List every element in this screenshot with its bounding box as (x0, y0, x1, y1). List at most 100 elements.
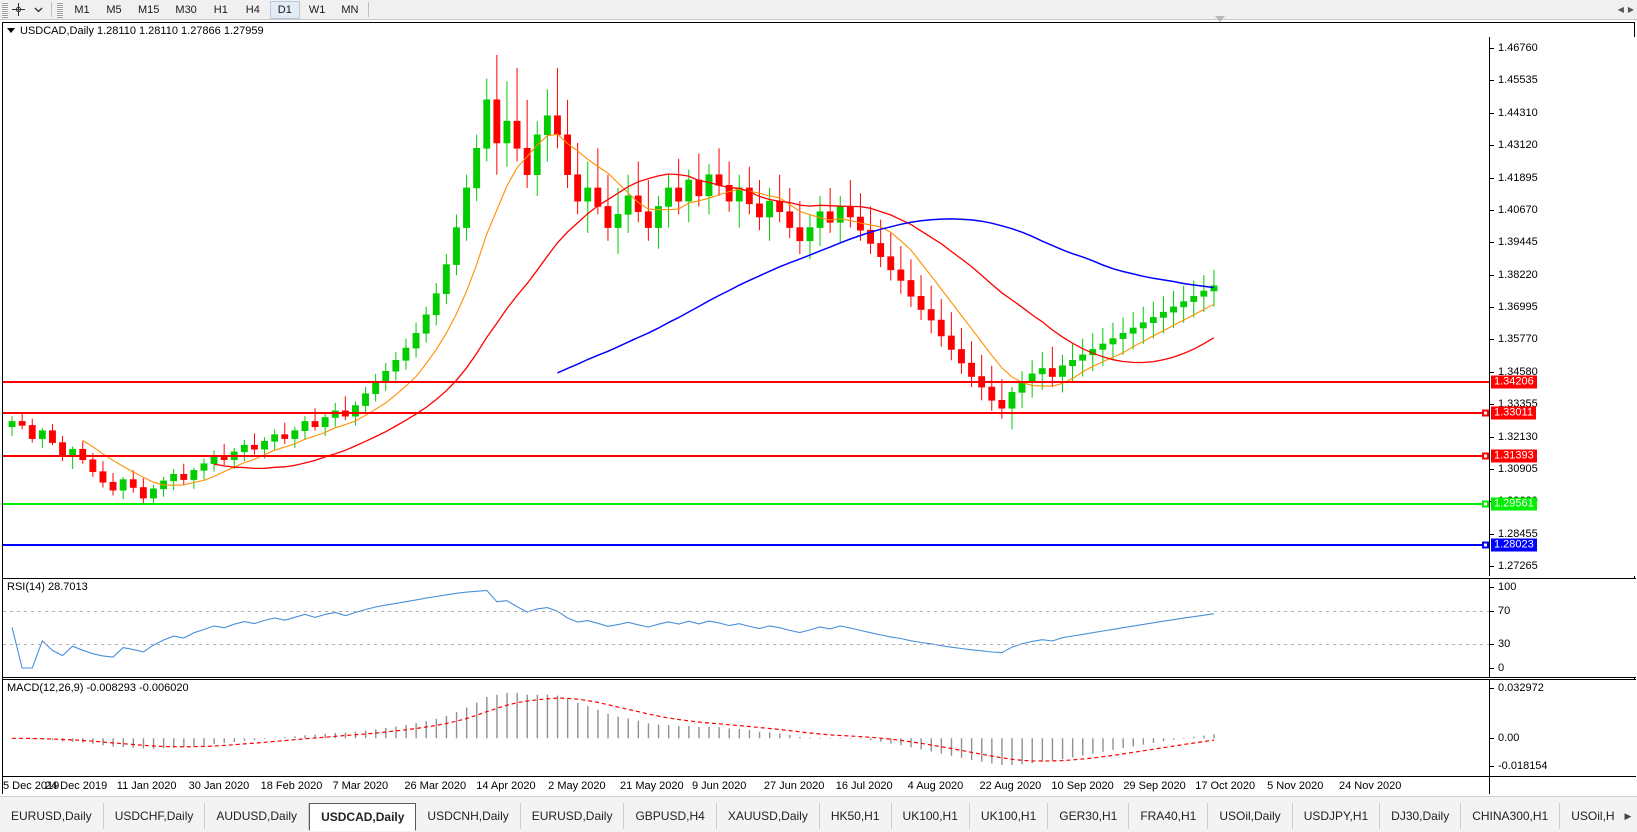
timeframe-button-h1[interactable]: H1 (213, 3, 228, 16)
chart-area[interactable]: USDCAD,Daily 1.28110 1.28110 1.27866 1.2… (2, 22, 1636, 794)
date-label: 14 Apr 2020 (476, 780, 536, 792)
chart-tab-uk100-h1[interactable]: UK100,H1 (892, 803, 970, 829)
chart-tab-usdjpy-h1[interactable]: USDJPY,H1 (1293, 803, 1381, 829)
price-tick-label: 1.30905 (1498, 462, 1538, 475)
rsi-tick (1490, 587, 1494, 588)
macd-histogram (11, 692, 1215, 766)
chart-tab-uk100-h1[interactable]: UK100,H1 (970, 803, 1049, 829)
macd-axis: 0.032972 0.00 -0.018154 (1489, 680, 1636, 776)
price-pane[interactable]: 1.46760 1.45535 1.44310 1.43120 1.41895 1.406… (3, 37, 1636, 576)
price-tag-resistance-2: 1.33011 (1491, 406, 1536, 420)
level-line-resistance-2[interactable] (3, 412, 1489, 415)
price-tick-label: 1.38220 (1498, 268, 1538, 281)
price-tick-label: 1.45535 (1498, 74, 1538, 87)
date-label: 5 Dec 2019 (3, 780, 60, 792)
rsi-tick (1490, 643, 1494, 645)
scroll-right-icon[interactable]: ▶ (1627, 5, 1634, 14)
chart-tab-usdcad-daily[interactable]: USDCAD,Daily (309, 803, 417, 831)
chevron-down-icon[interactable] (28, 1, 48, 19)
date-label: 26 Mar 2020 (404, 780, 467, 792)
price-tick (1490, 48, 1494, 49)
price-tag-support-1: 1.29561 (1491, 497, 1537, 511)
price-tick-label: 1.28455 (1498, 527, 1538, 540)
timeframe-button-m1[interactable]: M1 (74, 3, 90, 16)
chart-tab-xauusd-daily[interactable]: XAUUSD,Daily (717, 803, 820, 829)
price-tick (1490, 436, 1494, 438)
macd-pane[interactable]: MACD(12,26,9) -0.008293 -0.006020 0.0329… (3, 679, 1636, 776)
macd-tick (1490, 738, 1494, 740)
chart-tab-dj30-daily[interactable]: DJ30,Daily (1380, 803, 1462, 829)
macd-tick (1490, 766, 1494, 767)
price-tick (1490, 80, 1494, 82)
chart-tab-usdchf-daily[interactable]: USDCHF,Daily (104, 803, 206, 829)
level-line-support-2[interactable] (3, 544, 1489, 547)
timeframe-button-m5[interactable]: M5 (106, 3, 122, 16)
rsi-tick-label: 70 (1498, 605, 1511, 618)
price-tick (1490, 371, 1494, 373)
macd-plot-area (3, 680, 1489, 776)
date-label: 21 May 2020 (620, 780, 684, 792)
timeframe-button-m15[interactable]: M15 (138, 3, 160, 16)
toolbar-separator (51, 2, 52, 17)
date-label: 30 Jan 2020 (188, 780, 250, 792)
level-anchor-resistance-3[interactable] (1482, 452, 1489, 460)
date-label: 4 Aug 2020 (907, 780, 964, 792)
level-line-support-1[interactable] (3, 503, 1489, 506)
date-axis-corner (1489, 777, 1636, 794)
price-tick-label: 1.36995 (1498, 301, 1538, 313)
level-line-resistance-3[interactable] (3, 454, 1489, 457)
rsi-axis: 100 70 30 0 (1489, 579, 1636, 677)
rsi-pane[interactable]: RSI(14) 28.7013 100 70 30 0 (3, 578, 1636, 678)
price-tick-label: 1.34580 (1498, 365, 1538, 378)
date-label: 27 Jun 2020 (763, 780, 825, 792)
chart-tab-ger30-h1[interactable]: GER30,H1 (1048, 803, 1130, 829)
level-anchor-support-2[interactable] (1482, 541, 1489, 549)
chevron-right-icon[interactable]: ▶ (1624, 810, 1632, 821)
chart-tab-usoil-daily[interactable]: USOil,Daily (1208, 803, 1293, 829)
chart-title-bar: USDCAD,Daily 1.28110 1.28110 1.27866 1.2… (3, 23, 264, 38)
date-label: 18 Feb 2020 (260, 780, 323, 792)
chart-scroll-marker-icon (1215, 16, 1225, 22)
level-anchor-support-1[interactable] (1482, 500, 1489, 508)
macd-tick-label: 0.032972 (1498, 682, 1544, 694)
chart-tab-usoil-h[interactable]: USOil,H (1560, 803, 1619, 829)
timeframe-button-d1[interactable]: D1 (269, 0, 300, 19)
chart-tab-audusd-daily[interactable]: AUDUSD,Daily (205, 803, 310, 829)
price-tick-label: 1.27265 (1498, 560, 1538, 572)
chart-tab-hk50-h1[interactable]: HK50,H1 (820, 803, 892, 829)
chart-tab-bar: EURUSD,Daily USDCHF,Daily AUDUSD,Daily USDC… (0, 796, 1637, 832)
scroll-left-icon[interactable]: ◀ (1617, 5, 1624, 14)
chart-tab-fra40-h1[interactable]: FRA40,H1 (1129, 803, 1209, 829)
price-tick (1490, 112, 1494, 114)
crosshair-icon[interactable] (8, 1, 28, 19)
timeframe-button-group: M1 M5 M15 M30 H1 H4 D1 W1 MN (67, 0, 365, 19)
timeframe-button-w1[interactable]: W1 (308, 3, 326, 16)
price-plot-area[interactable] (3, 37, 1489, 576)
date-label: 22 Aug 2020 (979, 780, 1042, 792)
toolbar-right-controls: ◀ ▶ (1618, 5, 1637, 14)
timeframe-button-mn[interactable]: MN (341, 3, 359, 16)
chart-tab-china300-h1[interactable]: CHINA300,H1 (1461, 803, 1561, 829)
chart-tab-strip: EURUSD,Daily USDCHF,Daily AUDUSD,Daily USDC… (0, 796, 1619, 832)
macd-tick-label: -0.018154 (1498, 760, 1548, 772)
chart-tab-usdcnh-daily[interactable]: USDCNH,Daily (416, 803, 521, 829)
chart-tab-gbpusd-h4[interactable]: GBPUSD,H4 (624, 803, 717, 829)
date-axis[interactable]: 5 Dec 2019 24 Dec 2019 11 Jan 2020 30 Jan 2… (3, 776, 1636, 794)
price-tick-label: 1.41895 (1498, 171, 1538, 184)
timeframe-button-m30[interactable]: M30 (175, 3, 197, 16)
level-line-resistance-1[interactable] (3, 380, 1489, 383)
chart-tab-eurusd-daily[interactable]: EURUSD,Daily (0, 803, 104, 829)
chart-tab-eurusd-daily[interactable]: EURUSD,Daily (521, 803, 625, 829)
rsi-overbought-line (3, 611, 1489, 613)
toolbar-drag-handle[interactable] (2, 1, 8, 18)
price-tag-support-2: 1.28023 (1491, 538, 1537, 552)
timeframe-button-h4[interactable]: H4 (245, 3, 260, 16)
price-axis[interactable]: 1.46760 1.45535 1.44310 1.43120 1.41895 1.406… (1489, 37, 1636, 576)
timeframe-group-handle[interactable] (57, 1, 63, 18)
chart-menu-triangle-icon[interactable] (7, 28, 15, 33)
price-tick (1490, 566, 1494, 567)
level-anchor-resistance-2[interactable] (1482, 409, 1489, 417)
price-tick (1490, 274, 1494, 276)
rsi-label: RSI(14) 28.7013 (7, 581, 88, 593)
